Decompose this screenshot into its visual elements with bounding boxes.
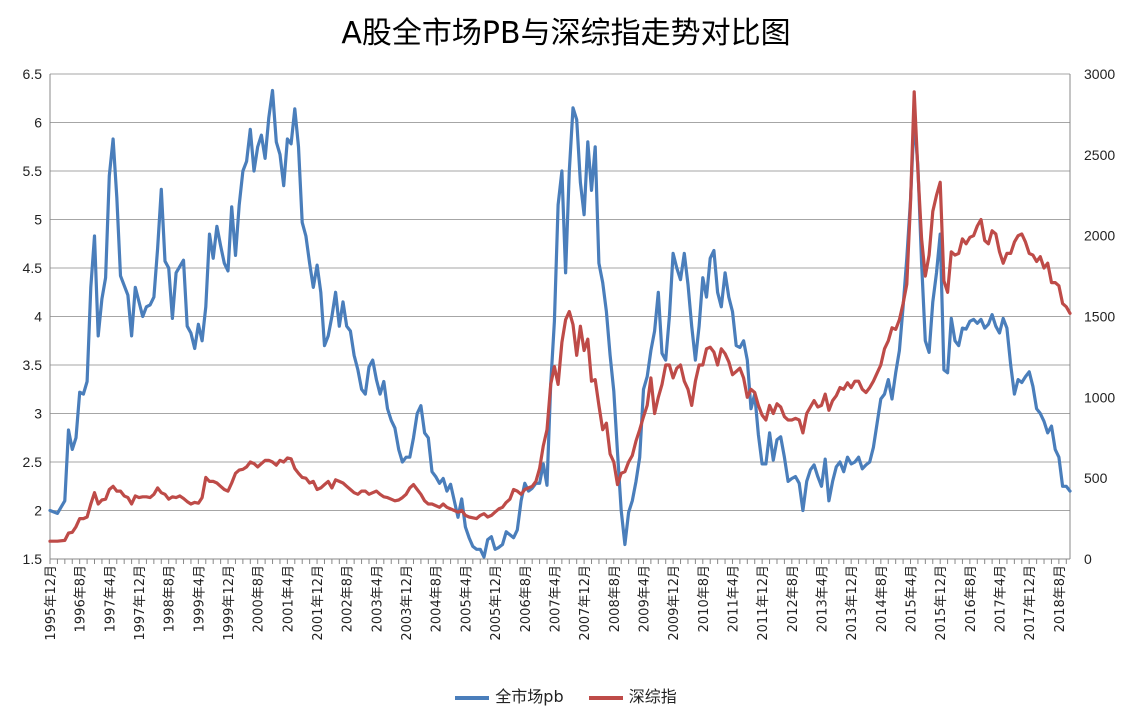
x-axis-tick-label: 2005年12月 [489, 565, 504, 641]
left-axis-tick-label: 4.5 [23, 260, 43, 276]
x-axis-tick-label: 1997年4月 [103, 565, 118, 632]
legend-label-szzs: 深综指 [628, 687, 677, 706]
legend-swatch-pb [455, 695, 490, 700]
right-axis-tick-label: 1000 [1084, 389, 1115, 405]
left-axis-tick-label: 2 [34, 503, 42, 519]
x-axis-tick-label: 1998年8月 [163, 565, 178, 632]
right-axis-tick-label: 500 [1084, 470, 1108, 486]
x-axis-tick-label: 2008年8月 [608, 565, 623, 632]
x-axis-tick-label: 1999年12月 [222, 565, 237, 641]
x-axis-tick-label: 2003年4月 [370, 565, 385, 632]
left-axis-tick-label: 2.5 [23, 454, 43, 470]
legend-item-pb: 全市场pb [455, 683, 564, 707]
x-axis-tick-label: 2013年4月 [815, 565, 830, 632]
right-axis-tick-label: 2500 [1084, 147, 1115, 163]
left-axis-tick-label: 5 [34, 212, 42, 228]
right-axis-tick-label: 3000 [1084, 66, 1115, 82]
series-line-pb [48, 88, 1072, 559]
legend-item-szzs: 深综指 [588, 683, 677, 707]
right-axis-tick-label: 1500 [1084, 309, 1115, 325]
x-axis-tick-label: 2007年12月 [578, 565, 593, 641]
line-chart: 1.5 2 2.5 3 3.5 4 4.5 5 5.5 6 6.5 0 500 1000 1500 2000 2… [23, 66, 1116, 641]
x-axis-tick-label: 1996年8月 [74, 565, 89, 632]
x-axis-tick-label: 2015年12月 [934, 565, 949, 641]
x-axis-tick-label: 2005年4月 [459, 565, 474, 632]
x-axis-tick-label: 2010年8月 [697, 565, 712, 632]
x-axis-tick-label: 1999年4月 [192, 565, 207, 632]
x-axis-tick-label: 1995年12月 [44, 565, 59, 641]
x-axis-tick-label: 2001年4月 [281, 565, 296, 632]
x-axis-tick-label: 2007年4月 [548, 565, 563, 632]
left-axis-tick-label: 6 [34, 115, 42, 131]
x-axis-tick-label: 2017年4月 [994, 565, 1009, 632]
x-axis-tick-label: 2000年8月 [252, 565, 267, 632]
left-axis-tick-label: 3.5 [23, 357, 43, 373]
legend-swatch-szzs [588, 695, 623, 700]
x-axis-tick-label: 2013年12月 [845, 565, 860, 641]
right-axis-tick-label: 0 [1084, 551, 1092, 567]
x-axis-tick-label: 2011年12月 [756, 565, 771, 641]
x-axis-tick-label: 2006年8月 [519, 565, 534, 632]
right-axis-tick-label: 2000 [1084, 228, 1115, 244]
x-axis-tick-label: 2011年4月 [726, 565, 741, 632]
legend: 全市场pb 深综指 [0, 683, 1132, 707]
left-axis-tick-label: 3 [34, 406, 42, 422]
left-axis-tick-label: 4 [34, 309, 42, 325]
chart-title: A股全市场PB与深综指走势对比图 [341, 16, 791, 51]
x-axis-tick-label: 2015年4月 [905, 565, 920, 632]
x-axis-tick-label: 2017年12月 [1023, 565, 1038, 641]
legend-label-pb: 全市场pb [495, 687, 564, 706]
x-axis-tick-label: 2009年4月 [637, 565, 652, 632]
x-axis-tick-label: 2004年8月 [430, 565, 445, 632]
x-axis-tick-label: 2009年12月 [667, 565, 682, 641]
x-axis-tick-label: 2014年8月 [875, 565, 890, 632]
x-axis-tick-label: 2016年8月 [964, 565, 979, 632]
left-axis-tick-label: 1.5 [23, 551, 43, 567]
x-axis-tick-label: 2018年8月 [1053, 565, 1068, 632]
left-axis-tick-label: 6.5 [23, 66, 43, 82]
x-axis-tick-label: 1997年12月 [133, 565, 148, 641]
x-axis-tick-label: 2001年12月 [311, 565, 326, 641]
x-axis-tick-label: 2012年8月 [786, 565, 801, 632]
x-axis-tick-label: 2002年8月 [341, 565, 356, 632]
left-axis-tick-label: 5.5 [23, 163, 43, 179]
x-axis-tick-label: 2003年12月 [400, 565, 415, 641]
series-line-szzs [48, 90, 1072, 543]
